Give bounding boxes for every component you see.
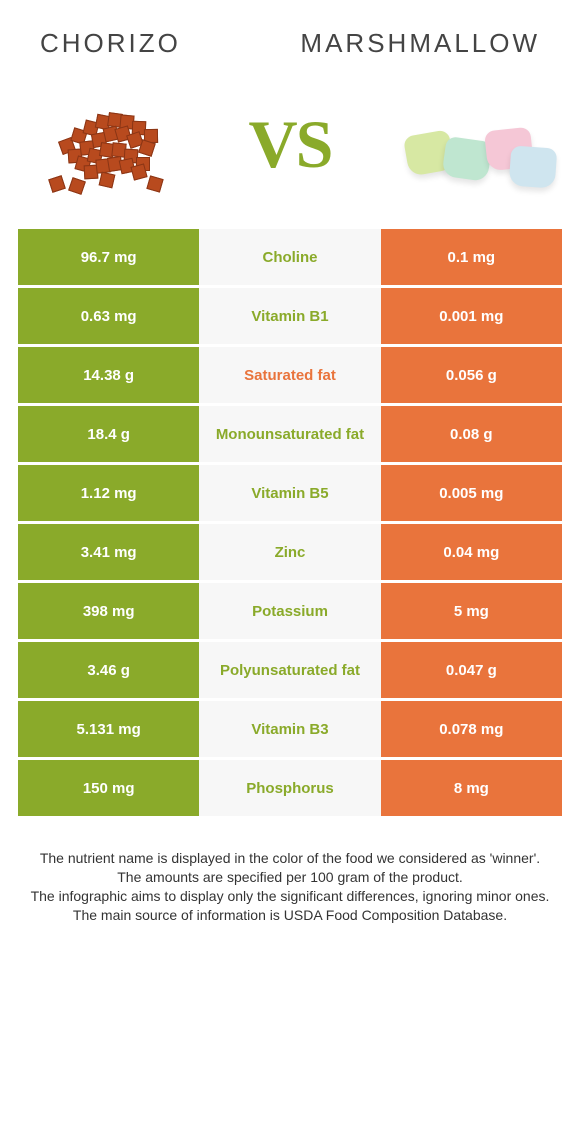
right-value: 0.056 g bbox=[381, 347, 562, 403]
left-value: 0.63 mg bbox=[18, 288, 199, 344]
right-value: 8 mg bbox=[381, 760, 562, 816]
nutrient-name: Choline bbox=[199, 229, 380, 285]
left-value: 5.131 mg bbox=[18, 701, 199, 757]
comparison-table: 96.7 mgCholine0.1 mg0.63 mgVitamin B10.0… bbox=[0, 229, 580, 816]
marshmallow-piece bbox=[509, 145, 558, 188]
header: CHORIZO MARSHMALLOW bbox=[0, 0, 580, 79]
title-left: CHORIZO bbox=[40, 28, 181, 59]
table-row: 1.12 mgVitamin B50.005 mg bbox=[18, 465, 562, 521]
nutrient-name: Polyunsaturated fat bbox=[199, 642, 380, 698]
left-value: 3.41 mg bbox=[18, 524, 199, 580]
table-row: 18.4 gMonounsaturated fat0.08 g bbox=[18, 406, 562, 462]
table-row: 3.41 mgZinc0.04 mg bbox=[18, 524, 562, 580]
footer-line: The main source of information is USDA F… bbox=[30, 906, 550, 925]
right-value: 0.08 g bbox=[381, 406, 562, 462]
table-row: 5.131 mgVitamin B30.078 mg bbox=[18, 701, 562, 757]
chorizo-image bbox=[30, 89, 180, 199]
chorizo-cube bbox=[48, 175, 66, 193]
right-value: 0.1 mg bbox=[381, 229, 562, 285]
images-row: VS bbox=[0, 79, 580, 229]
left-value: 3.46 g bbox=[18, 642, 199, 698]
table-row: 96.7 mgCholine0.1 mg bbox=[18, 229, 562, 285]
footer-line: The nutrient name is displayed in the co… bbox=[30, 849, 550, 868]
marshmallow-image bbox=[400, 89, 550, 199]
right-value: 0.04 mg bbox=[381, 524, 562, 580]
table-row: 3.46 gPolyunsaturated fat0.047 g bbox=[18, 642, 562, 698]
chorizo-cube bbox=[138, 139, 156, 157]
left-value: 18.4 g bbox=[18, 406, 199, 462]
left-value: 1.12 mg bbox=[18, 465, 199, 521]
right-value: 0.078 mg bbox=[381, 701, 562, 757]
title-right: MARSHMALLOW bbox=[300, 28, 540, 59]
chorizo-cube bbox=[99, 172, 116, 189]
nutrient-name: Zinc bbox=[199, 524, 380, 580]
footer-line: The infographic aims to display only the… bbox=[30, 887, 550, 906]
nutrient-name: Vitamin B3 bbox=[199, 701, 380, 757]
table-row: 150 mgPhosphorus8 mg bbox=[18, 760, 562, 816]
right-value: 5 mg bbox=[381, 583, 562, 639]
vs-label: VS bbox=[249, 105, 332, 184]
right-value: 0.005 mg bbox=[381, 465, 562, 521]
footer-notes: The nutrient name is displayed in the co… bbox=[0, 819, 580, 925]
nutrient-name: Monounsaturated fat bbox=[199, 406, 380, 462]
table-row: 0.63 mgVitamin B10.001 mg bbox=[18, 288, 562, 344]
left-value: 14.38 g bbox=[18, 347, 199, 403]
right-value: 0.047 g bbox=[381, 642, 562, 698]
footer-line: The amounts are specified per 100 gram o… bbox=[30, 868, 550, 887]
table-row: 14.38 gSaturated fat0.056 g bbox=[18, 347, 562, 403]
left-value: 150 mg bbox=[18, 760, 199, 816]
left-value: 96.7 mg bbox=[18, 229, 199, 285]
nutrient-name: Phosphorus bbox=[199, 760, 380, 816]
chorizo-cube bbox=[146, 175, 163, 192]
chorizo-cube bbox=[68, 177, 86, 195]
nutrient-name: Vitamin B1 bbox=[199, 288, 380, 344]
left-value: 398 mg bbox=[18, 583, 199, 639]
nutrient-name: Saturated fat bbox=[199, 347, 380, 403]
table-row: 398 mgPotassium5 mg bbox=[18, 583, 562, 639]
nutrient-name: Vitamin B5 bbox=[199, 465, 380, 521]
right-value: 0.001 mg bbox=[381, 288, 562, 344]
nutrient-name: Potassium bbox=[199, 583, 380, 639]
